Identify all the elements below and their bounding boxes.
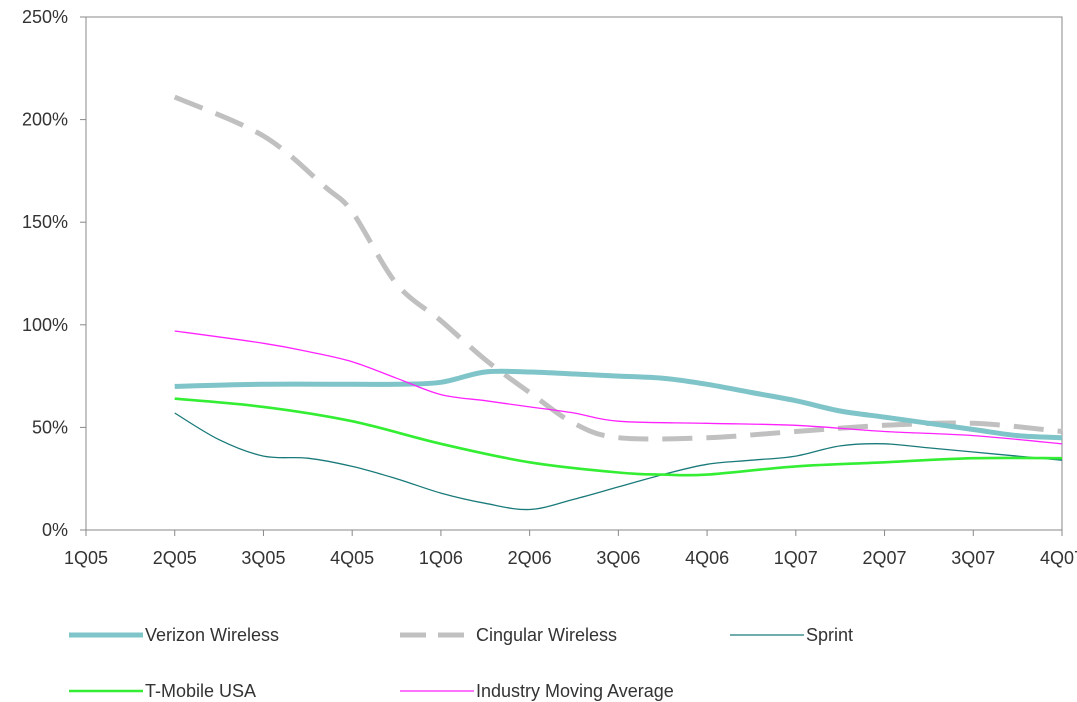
legend-label-cingular-wireless: Cingular Wireless	[476, 625, 617, 645]
series-line-cingular-wireless	[173, 94, 1063, 442]
y-axis: 0% 50% 100% 150% 200% 250%	[22, 7, 86, 540]
x-tick-label: 2Q06	[508, 548, 552, 568]
legend-label-sprint: Sprint	[806, 625, 853, 645]
x-tick-label: 1Q06	[419, 548, 463, 568]
x-tick-label: 2Q07	[863, 548, 907, 568]
series-line-sprint	[174, 412, 1063, 511]
x-tick-label: 1Q07	[774, 548, 818, 568]
y-tick-label: 200%	[22, 110, 68, 130]
plot-border	[85, 16, 1063, 531]
x-tick-label: 2Q05	[153, 548, 197, 568]
legend-label-verizon-wireless: Verizon Wireless	[145, 625, 279, 645]
y-tick-label: 0%	[42, 520, 68, 540]
series-line-industry-moving-average	[174, 330, 1063, 445]
x-axis: 1Q05 2Q05 3Q05 4Q05 1Q06 2Q06 3Q06 4Q06 1Q07 2Q07…	[64, 530, 1077, 568]
y-tick-label: 250%	[22, 7, 68, 27]
y-tick-label: 100%	[22, 315, 68, 335]
x-tick-label: 4Q06	[685, 548, 729, 568]
y-tick-label: 50%	[32, 417, 68, 437]
plot-frame	[85, 16, 1063, 531]
series-layer	[173, 94, 1063, 511]
legend-label-industry-moving-average: Industry Moving Average	[476, 681, 674, 701]
x-tick-label: 3Q06	[596, 548, 640, 568]
x-tick-label: 4Q05	[330, 548, 374, 568]
x-tick-label: 3Q07	[951, 548, 995, 568]
x-tick-label: 3Q05	[241, 548, 285, 568]
x-tick-label: 4Q07	[1040, 548, 1077, 568]
legend-label-t-mobile-usa: T-Mobile USA	[145, 681, 256, 701]
y-tick-label: 150%	[22, 212, 68, 232]
series-line-t-mobile-usa	[174, 397, 1063, 477]
x-tick-label: 1Q05	[64, 548, 108, 568]
series-line-verizon-wireless	[174, 368, 1063, 441]
legend: Verizon Wireless Cingular Wireless Sprint T…	[69, 625, 853, 701]
